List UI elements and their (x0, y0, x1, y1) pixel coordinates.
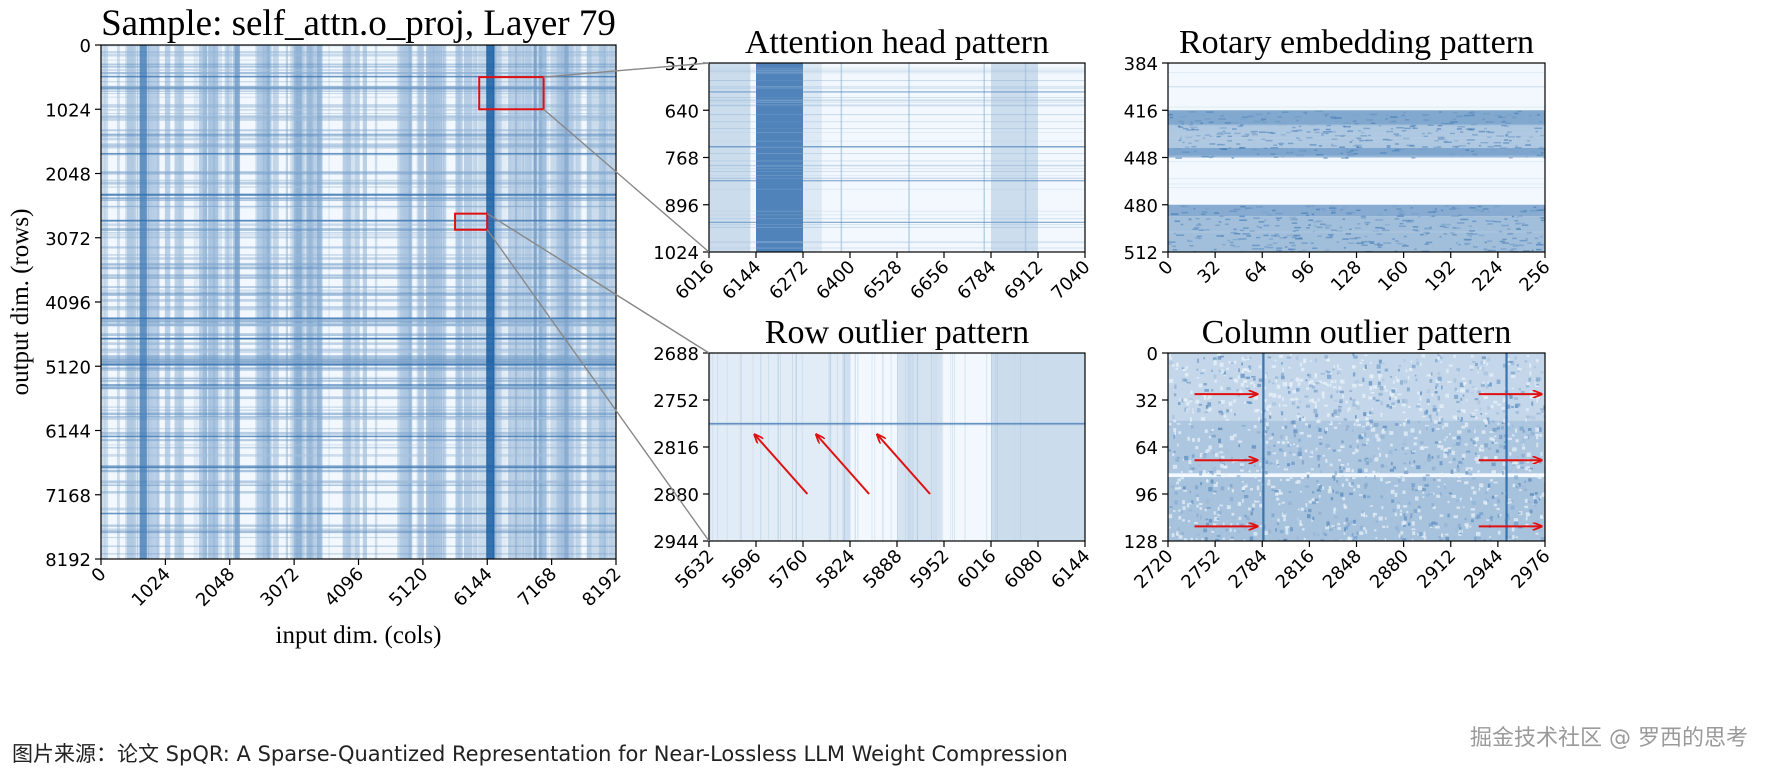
main-y-tick-label: 6144 (45, 422, 91, 443)
row-y-tick-label: 2944 (653, 532, 699, 553)
row-heatmap-image (709, 353, 1085, 541)
row-y-tick-label: 2688 (653, 344, 699, 365)
attn-y-tick-label: 640 (665, 101, 699, 122)
attn-y-tick-label: 768 (665, 149, 699, 170)
rotary-y-tick-label: 416 (1124, 101, 1158, 122)
row-x-tick-label: 5824 (812, 546, 859, 593)
col-x-tick-label: 2976 (1507, 546, 1554, 593)
rotary-y-tick-label: 384 (1124, 54, 1158, 75)
row-x-tick-label: 5696 (718, 546, 765, 593)
col-x-tick-label: 2880 (1366, 546, 1413, 593)
col-x-tick-label: 2816 (1272, 546, 1319, 593)
row-y-tick-label: 2816 (653, 438, 699, 459)
row-x-tick-label: 6016 (953, 546, 1000, 593)
zoom-connector-line (543, 108, 710, 253)
rotary-chart-title: Rotary embedding pattern (1179, 24, 1534, 61)
attn-x-tick-label: 6656 (906, 257, 953, 304)
main-y-tick-label: 5120 (45, 357, 91, 378)
col-x-tick-label: 2944 (1460, 546, 1507, 593)
rotary-x-tick-label: 256 (1515, 257, 1554, 296)
rotary-x-tick-label: 32 (1194, 257, 1225, 288)
row-x-tick-label: 5888 (859, 546, 906, 593)
main-y-axis-label: output dim. (rows) (7, 209, 34, 396)
main-x-tick-label: 8192 (578, 564, 625, 611)
col-x-tick-label: 2848 (1319, 546, 1366, 593)
row-x-tick-label: 6144 (1047, 546, 1094, 593)
rotary-y-tick-label: 448 (1124, 149, 1158, 170)
rotary-x-tick-label: 64 (1241, 257, 1272, 288)
main-x-axis-label: input dim. (cols) (276, 622, 442, 649)
attn-x-tick-label: 7040 (1047, 257, 1094, 304)
row-chart-title: Row outlier pattern (765, 314, 1029, 351)
main-x-tick-label: 5120 (385, 564, 432, 611)
main-x-tick-label: 6144 (450, 564, 497, 611)
main-x-tick-label: 1024 (128, 564, 175, 611)
row-x-tick-label: 5760 (765, 546, 812, 593)
col-y-tick-label: 0 (1147, 344, 1158, 365)
attn-y-tick-label: 896 (665, 196, 699, 217)
main-x-tick-label: 4096 (321, 564, 368, 611)
attn-y-tick-label: 512 (665, 54, 699, 75)
row-x-tick-label: 5952 (906, 546, 953, 593)
attn-x-tick-label: 6528 (859, 257, 906, 304)
row-annotation-arrow (755, 435, 809, 495)
rotary-y-tick-label: 480 (1124, 196, 1158, 217)
col-y-tick-label: 96 (1135, 485, 1158, 506)
col-y-tick-label: 32 (1135, 391, 1158, 412)
attn-chart-title: Attention head pattern (745, 24, 1049, 61)
attn-x-tick-label: 6912 (1000, 257, 1047, 304)
attn-heatmap-image (709, 63, 1085, 252)
rotary-x-tick-label: 128 (1327, 257, 1366, 296)
attn-x-tick-label: 6784 (953, 257, 1000, 304)
zoom-connector-line (486, 213, 710, 354)
main-y-tick-label: 3072 (45, 229, 91, 250)
col-y-tick-label: 128 (1124, 532, 1158, 553)
main-x-tick-label: 0 (88, 564, 111, 587)
col-chart-title: Column outlier pattern (1202, 314, 1512, 351)
main-x-tick-label: 7168 (514, 564, 561, 611)
zoom-connector-line (486, 229, 710, 542)
zoom-highlight-box-1 (478, 76, 545, 111)
main-y-tick-label: 8192 (45, 550, 91, 571)
zoom-highlight-box-2 (454, 212, 489, 231)
rotary-x-tick-label: 224 (1468, 257, 1507, 296)
row-annotation-arrow (878, 435, 931, 495)
rotary-y-tick-label: 512 (1124, 243, 1158, 264)
rotary-x-tick-label: 0 (1155, 257, 1178, 280)
col-x-tick-label: 2784 (1225, 546, 1272, 593)
rotary-x-tick-label: 192 (1421, 257, 1460, 296)
attn-x-tick-label: 6400 (812, 257, 859, 304)
main-chart-title: Sample: self_attn.o_proj, Layer 79 (101, 3, 616, 44)
source-caption: 图片来源：论文 SpQR: A Sparse-Quantized Represe… (12, 742, 1068, 766)
row-y-tick-label: 2752 (653, 391, 699, 412)
zoom-connector-line (543, 62, 710, 78)
col-heatmap-image (1168, 353, 1545, 541)
main-x-tick-label: 2048 (192, 564, 239, 611)
rotary-x-tick-label: 160 (1374, 257, 1413, 296)
rotary-x-tick-label: 96 (1288, 257, 1319, 288)
main-heatmap-image (101, 45, 616, 559)
attn-y-tick-label: 1024 (653, 243, 699, 264)
watermark: 掘金技术社区 @ 罗西的思考 (1470, 726, 1748, 751)
rotary-heatmap-image (1168, 63, 1545, 252)
attn-x-tick-label: 6144 (718, 257, 765, 304)
col-y-tick-label: 64 (1135, 438, 1158, 459)
main-y-tick-label: 4096 (45, 293, 91, 314)
attn-x-tick-label: 6272 (765, 257, 812, 304)
row-annotation-arrow (817, 435, 870, 495)
main-y-tick-label: 1024 (45, 100, 91, 121)
main-y-tick-label: 2048 (45, 165, 91, 186)
col-x-tick-label: 2752 (1177, 546, 1224, 593)
col-x-tick-label: 2912 (1413, 546, 1460, 593)
main-x-tick-label: 3072 (256, 564, 303, 611)
row-x-tick-label: 6080 (1000, 546, 1047, 593)
main-y-tick-label: 0 (80, 36, 91, 57)
main-y-tick-label: 7168 (45, 486, 91, 507)
